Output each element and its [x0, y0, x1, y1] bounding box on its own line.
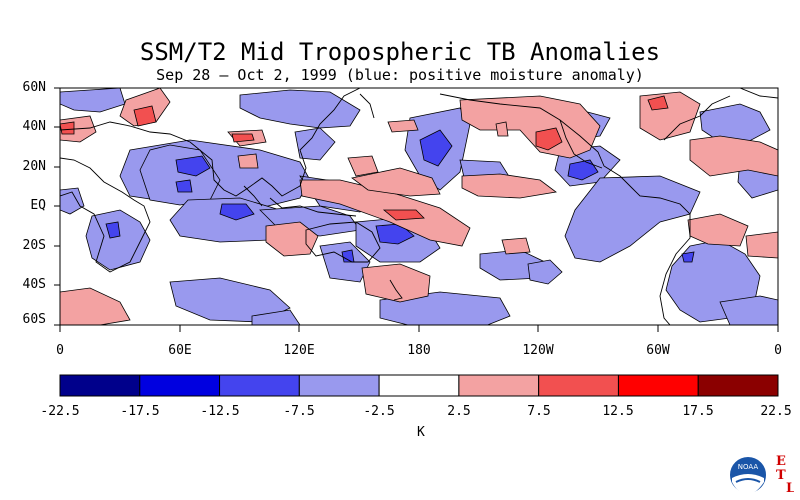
- lat-label: 60S: [22, 312, 46, 327]
- lon-label: 120W: [522, 343, 554, 358]
- colorbar-swatch: [617, 374, 699, 397]
- lon-label: 0: [56, 343, 64, 358]
- lon-label: 60E: [168, 343, 192, 358]
- colorbar-swatch: [458, 374, 540, 397]
- colorbar-tick-label: 22.5: [760, 404, 792, 419]
- lat-ticks: [54, 87, 60, 326]
- logo-letter-l: L: [786, 481, 794, 496]
- logo-letter-t: T: [776, 468, 786, 483]
- lat-label: 20N: [22, 159, 46, 174]
- lat-label: 20S: [22, 238, 46, 253]
- colorbar-swatch: [378, 374, 460, 397]
- colorbar-tick-label: 12.5: [602, 404, 634, 419]
- anomaly-fields: [60, 88, 778, 325]
- colorbar-unit: K: [417, 425, 425, 440]
- lat-label: EQ: [30, 198, 46, 213]
- colorbar-tick-label: -2.5: [363, 404, 395, 419]
- lon-label: 120E: [283, 343, 315, 358]
- colorbar-tick-label: -12.5: [200, 404, 240, 419]
- lat-label: 40S: [22, 277, 46, 292]
- lon-label: 180: [407, 343, 431, 358]
- colorbar-tick-label: 2.5: [447, 404, 471, 419]
- lon-label: 60W: [646, 343, 670, 358]
- colorbar-swatch: [538, 374, 619, 397]
- noaa-etl-logo: NOAA E T L: [728, 452, 794, 498]
- logo-letter-e: E: [776, 454, 786, 469]
- lat-label: 60N: [22, 80, 46, 95]
- colorbar-swatch: [219, 374, 300, 397]
- map-subtitle: Sep 28 – Oct 2, 1999 (blue: positive moi…: [156, 66, 644, 84]
- lon-ticks: [59, 325, 779, 332]
- lon-label: 0: [774, 343, 782, 358]
- colorbar-swatch: [139, 374, 221, 397]
- colorbar-tick-label: 7.5: [527, 404, 551, 419]
- colorbar-tick-label: 17.5: [682, 404, 714, 419]
- map-title: SSM/T2 Mid Tropospheric TB Anomalies: [139, 38, 661, 66]
- colorbar-tick-label: -7.5: [283, 404, 315, 419]
- lat-label: 40N: [22, 119, 46, 134]
- logo-agency-text: NOAA: [738, 463, 759, 471]
- colorbar-swatch: [697, 374, 779, 397]
- colorbar-tick-label: -17.5: [120, 404, 160, 419]
- colorbar-tick-label: -22.5: [40, 404, 80, 419]
- colorbar: [59, 374, 779, 397]
- colorbar-swatch: [298, 374, 380, 397]
- colorbar-swatch: [59, 374, 141, 397]
